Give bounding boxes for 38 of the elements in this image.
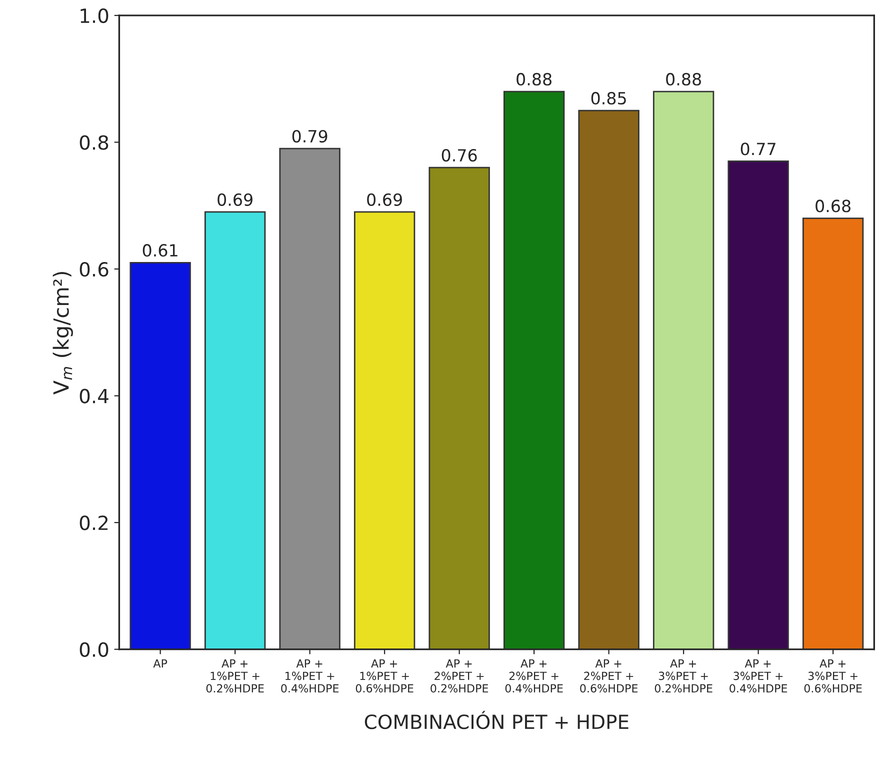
x-tick-label: AP + 3%PET + 0.2%HDPE <box>654 659 712 693</box>
x-tick-label: AP + 1%PET + 0.4%HDPE <box>281 659 339 693</box>
bar <box>279 148 340 650</box>
data-label: 0.88 <box>666 72 701 86</box>
data-label: 0.68 <box>816 200 850 212</box>
x-tick-label: AP + 2%PET + 0.4%HDPE <box>505 659 563 693</box>
bar <box>728 160 789 650</box>
x-tick-label: AP + 2%PET + 0.6%HDPE <box>580 659 638 693</box>
data-label: 0.77 <box>740 142 776 156</box>
y-tick-label: 0.2 <box>80 516 108 530</box>
data-label: 0.85 <box>591 92 626 105</box>
y-tick-label: 1.0 <box>80 8 108 24</box>
bar <box>428 166 490 650</box>
y-tick-label: 0.6 <box>80 262 108 277</box>
bar <box>204 211 266 650</box>
bar <box>802 218 864 650</box>
x-tick-label: AP + 2%PET + 0.2%HDPE <box>430 659 488 693</box>
x-tick-label: AP + 1%PET + 0.2%HDPE <box>206 659 264 693</box>
data-label: 0.79 <box>292 130 328 143</box>
data-label: 0.88 <box>516 72 552 86</box>
x-tick-label: AP + 3%PET + 0.6%HDPE <box>804 659 862 693</box>
data-label: 0.69 <box>218 193 252 206</box>
y-tick-label: 0.8 <box>80 135 108 150</box>
bar <box>503 90 565 650</box>
y-tick-label: 0.0 <box>80 642 108 657</box>
data-label: 0.69 <box>367 193 402 206</box>
x-tick-label: AP <box>153 659 168 668</box>
data-label: 0.61 <box>142 244 178 257</box>
x-tick-label: AP + 1%PET + 0.6%HDPE <box>356 659 414 693</box>
y-axis-title: V$_{m}$ (kg/cm²) <box>52 272 73 395</box>
bar <box>354 211 416 650</box>
x-tick-label: AP + 3%PET + 0.4%HDPE <box>730 659 788 693</box>
bar <box>130 262 191 650</box>
data-label: 0.76 <box>442 148 477 162</box>
y-tick-label: 0.4 <box>80 388 108 404</box>
bar <box>578 110 640 650</box>
x-axis-title: COMBINACIÓN PET + HDPE <box>364 710 628 730</box>
bar <box>652 90 714 650</box>
